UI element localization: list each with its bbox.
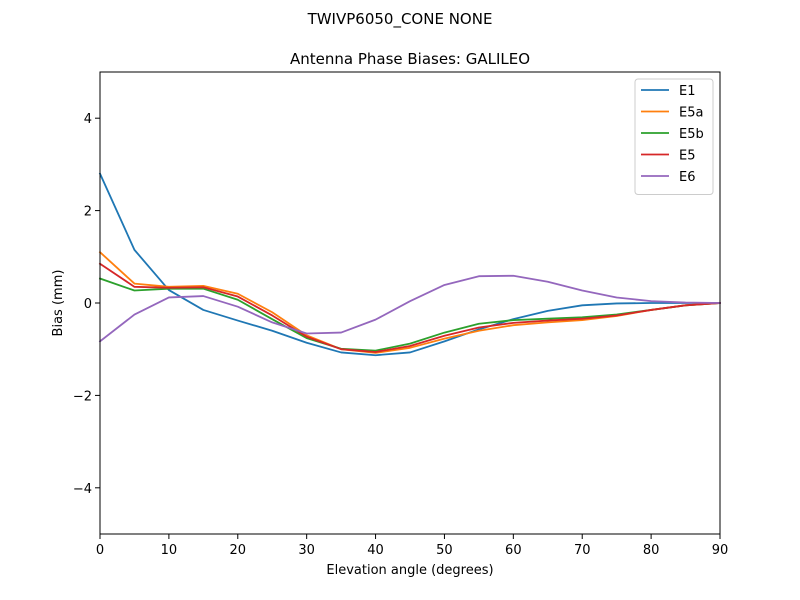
y-axis: −4 −2 0 2 4 bbox=[73, 112, 100, 497]
x-tick-label: 10 bbox=[161, 543, 178, 558]
x-tick-label: 20 bbox=[230, 543, 247, 558]
x-axis: 0 10 20 30 40 50 60 70 80 90 bbox=[96, 534, 728, 558]
x-tick-label: 90 bbox=[712, 543, 729, 558]
x-tick-label: 50 bbox=[436, 543, 453, 558]
legend: E1 E5a E5b E5 E6 bbox=[634, 78, 714, 195]
series-layer bbox=[98, 172, 721, 357]
x-tick-label: 40 bbox=[367, 543, 384, 558]
legend-label-e5b: E5b bbox=[679, 127, 704, 142]
series-line-e5 bbox=[98, 262, 721, 353]
x-axis-label: Elevation angle (degrees) bbox=[326, 563, 493, 578]
chart-suptitle: TWIVP6050_CONE NONE bbox=[307, 10, 493, 29]
chart-title: Antenna Phase Biases: GALILEO bbox=[290, 50, 530, 68]
legend-box bbox=[634, 78, 714, 195]
x-tick-label: 70 bbox=[574, 543, 591, 558]
legend-label-e1: E1 bbox=[679, 84, 696, 99]
x-tick-label: 80 bbox=[643, 543, 660, 558]
legend-label-e6: E6 bbox=[679, 170, 696, 185]
y-tick-label: −4 bbox=[73, 482, 92, 497]
series-line-e6 bbox=[98, 274, 721, 343]
legend-label-e5a: E5a bbox=[679, 106, 703, 121]
series-line-e5b bbox=[98, 277, 721, 352]
x-tick-label: 60 bbox=[505, 543, 522, 558]
y-axis-label: Bias (mm) bbox=[51, 270, 66, 337]
y-tick-label: 2 bbox=[84, 205, 92, 220]
y-tick-label: 4 bbox=[84, 112, 92, 127]
series-line-e1 bbox=[98, 172, 721, 357]
x-tick-label: 0 bbox=[96, 543, 104, 558]
legend-label-e5: E5 bbox=[679, 149, 696, 164]
x-tick-label: 30 bbox=[298, 543, 315, 558]
y-tick-label: 0 bbox=[84, 297, 92, 312]
y-tick-label: −2 bbox=[73, 389, 92, 404]
